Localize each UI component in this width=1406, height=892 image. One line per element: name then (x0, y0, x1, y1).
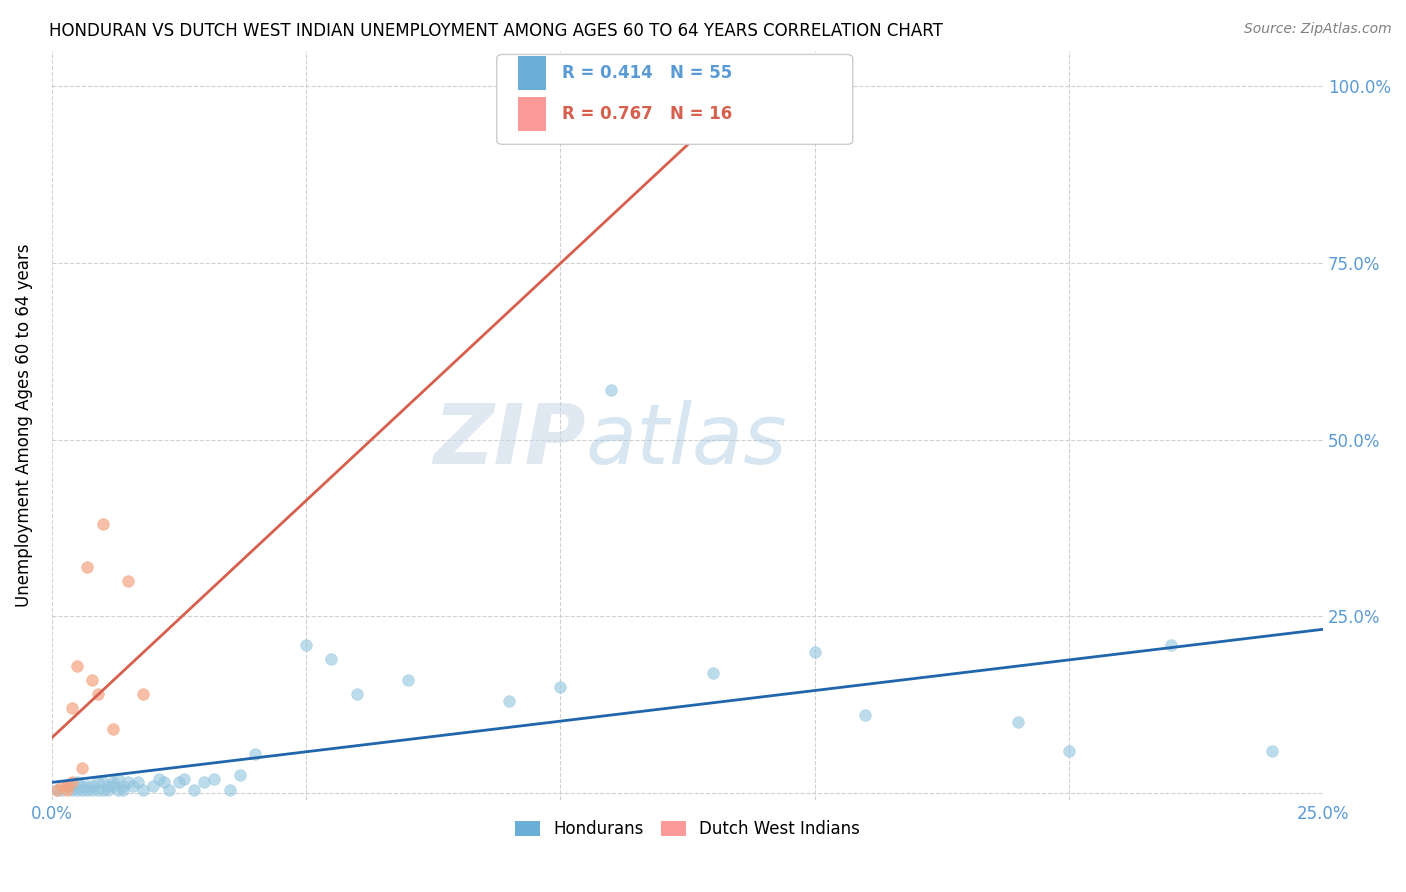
Point (82, 782, 104, 797)
Point (117, 574, 139, 588)
Point (76, 782, 98, 797)
Text: N = 55: N = 55 (669, 63, 733, 82)
Point (346, 687, 368, 701)
Point (91, 782, 114, 797)
Point (107, 782, 129, 797)
Point (56, 782, 79, 797)
Point (193, 775, 215, 789)
Point (396, 673, 419, 687)
Point (60, 775, 83, 789)
Point (243, 747, 266, 761)
Point (152, 775, 174, 789)
Point (45, 782, 67, 797)
Point (173, 772, 195, 786)
Point (101, 779, 124, 793)
Y-axis label: Unemployment Among Ages 60 to 64 years: Unemployment Among Ages 60 to 64 years (15, 244, 32, 607)
Point (86, 687, 108, 701)
Point (702, 128, 724, 143)
Point (86, 775, 108, 789)
Bar (519, 56, 547, 89)
Point (97, 782, 120, 797)
Point (855, 708, 877, 723)
Point (51, 782, 73, 797)
Point (76, 779, 98, 793)
Point (101, 775, 124, 789)
Point (218, 782, 240, 797)
Point (122, 779, 145, 793)
Text: HONDURAN VS DUTCH WEST INDIAN UNEMPLOYMENT AMONG AGES 60 TO 64 YEARS CORRELATION: HONDURAN VS DUTCH WEST INDIAN UNEMPLOYME… (49, 22, 943, 40)
Legend: Hondurans, Dutch West Indians: Hondurans, Dutch West Indians (509, 814, 866, 845)
Point (51, 779, 73, 793)
Point (204, 772, 226, 786)
Point (803, 645, 825, 659)
Point (107, 772, 129, 786)
Text: R = 0.767: R = 0.767 (561, 105, 652, 123)
Point (702, 665, 724, 680)
Text: ZIP: ZIP (433, 400, 586, 481)
Text: atlas: atlas (586, 400, 787, 481)
Point (1007, 715, 1029, 730)
Point (498, 694, 520, 708)
Point (229, 768, 252, 782)
Point (60, 779, 83, 793)
Point (132, 687, 155, 701)
Point (82, 673, 104, 687)
Point (111, 782, 134, 797)
Text: N = 16: N = 16 (669, 105, 733, 123)
Point (550, 680, 572, 694)
Point (72, 779, 94, 793)
Point (1057, 744, 1080, 758)
Point (295, 638, 318, 652)
Text: Source: ZipAtlas.com: Source: ZipAtlas.com (1244, 22, 1392, 37)
Point (142, 779, 165, 793)
Point (127, 775, 149, 789)
Point (167, 775, 190, 789)
Point (56, 779, 79, 793)
Point (86, 782, 108, 797)
Point (45, 782, 67, 797)
Point (72, 761, 94, 775)
Bar (519, 97, 547, 131)
Point (60, 701, 83, 715)
Point (91, 775, 114, 789)
Point (56, 779, 79, 793)
Point (76, 559, 98, 574)
Point (132, 782, 155, 797)
Point (117, 775, 139, 789)
Point (600, 383, 623, 397)
Point (66, 782, 89, 797)
Point (97, 779, 120, 793)
Point (91, 517, 114, 532)
Point (60, 782, 83, 797)
Point (66, 775, 89, 789)
Point (321, 651, 343, 665)
Point (157, 782, 180, 797)
Point (72, 782, 94, 797)
Point (82, 779, 104, 793)
Point (183, 782, 205, 797)
Point (1160, 638, 1182, 652)
Point (66, 658, 89, 673)
Point (1261, 744, 1284, 758)
Point (148, 772, 170, 786)
FancyBboxPatch shape (496, 54, 852, 145)
Point (101, 723, 124, 737)
Point (111, 779, 134, 793)
Text: R = 0.414: R = 0.414 (561, 63, 652, 82)
